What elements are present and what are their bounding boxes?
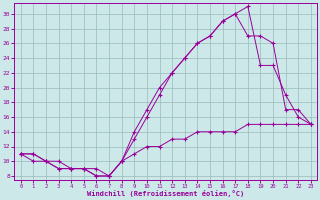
X-axis label: Windchill (Refroidissement éolien,°C): Windchill (Refroidissement éolien,°C) (87, 190, 244, 197)
